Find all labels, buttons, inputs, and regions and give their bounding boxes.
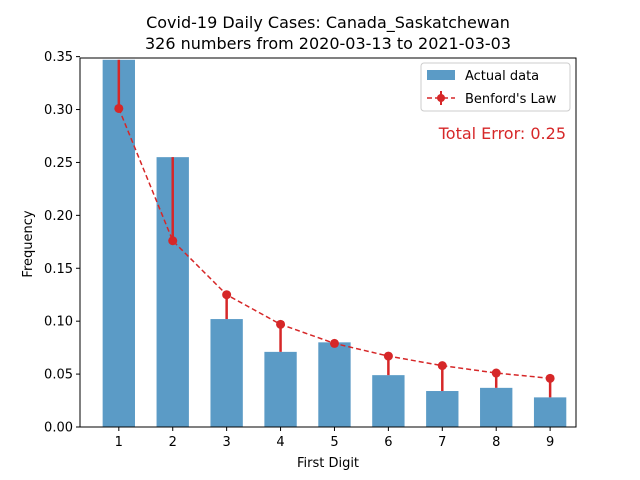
legend: Actual data Benford's Law [420, 62, 571, 112]
y-tick-label-0.05: 0.05 [44, 368, 73, 383]
y-tick-label-0.25: 0.25 [44, 156, 73, 171]
legend-label-benford: Benford's Law [465, 92, 557, 107]
x-tick-label-7: 7 [438, 435, 446, 450]
benford-point-digit-5 [329, 338, 339, 348]
x-tick-label-4: 4 [276, 435, 284, 450]
bar-digit-8 [480, 387, 513, 427]
bar-digit-3 [210, 319, 243, 427]
benford-point-digit-3 [222, 290, 232, 300]
y-tick-label-0.00: 0.00 [44, 421, 73, 436]
benford-point-digit-1 [114, 103, 124, 113]
y-tick-label-0.10: 0.10 [44, 315, 73, 330]
x-tick-label-3: 3 [223, 435, 231, 450]
legend-bar-swatch [427, 70, 455, 80]
benford-point-digit-6 [383, 351, 393, 361]
bar-digit-9 [533, 397, 567, 427]
y-axis-label: Frequency [21, 210, 36, 277]
x-axis-label: First Digit [297, 456, 359, 471]
plot-frame [79, 57, 577, 428]
y-tick-label-0.15: 0.15 [44, 262, 73, 277]
legend-label-actual: Actual data [465, 69, 539, 84]
benford-point-digit-2 [168, 236, 178, 246]
benford-point-digit-9 [545, 373, 555, 383]
legend-marker-swatch [437, 94, 445, 102]
legend-box [420, 62, 571, 112]
chart-title: Covid-19 Daily Cases: Canada_Saskatchewa… [146, 13, 510, 33]
x-tick-label-2: 2 [169, 435, 177, 450]
benford-point-digit-4 [276, 319, 286, 329]
bar-digit-4 [264, 351, 297, 427]
chart-subtitle: 326 numbers from 2020-03-13 to 2021-03-0… [145, 34, 511, 53]
x-tick-label-1: 1 [115, 435, 123, 450]
bar-digit-7 [426, 391, 459, 427]
y-tick-label-0.30: 0.30 [44, 103, 73, 118]
plot-area: 1 2 3 4 5 6 7 8 9 0.00 0.05 0.10 0.15 0.20 0.25 0.30 0.3… [44, 50, 577, 450]
benford-point-digit-8 [491, 368, 501, 378]
bar-digit-6 [372, 375, 405, 427]
bar-digit-1 [102, 59, 135, 427]
x-tick-label-5: 5 [330, 435, 338, 450]
y-tick-label-0.20: 0.20 [44, 209, 73, 224]
x-tick-label-9: 9 [546, 435, 554, 450]
benford-point-digit-7 [437, 361, 447, 371]
x-tick-label-8: 8 [492, 435, 500, 450]
x-tick-label-6: 6 [384, 435, 392, 450]
total-error-annotation: Total Error: 0.25 [438, 124, 566, 143]
bar-digit-5 [318, 342, 351, 427]
y-tick-label-0.35: 0.35 [44, 50, 73, 65]
